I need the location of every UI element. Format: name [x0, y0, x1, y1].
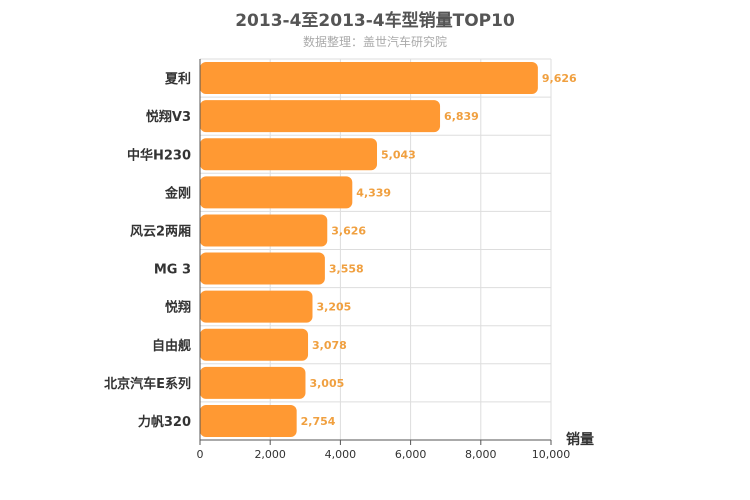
x-tick-label: 0 — [197, 448, 204, 461]
bar — [200, 328, 309, 361]
value-label: 2,754 — [301, 415, 336, 428]
value-label: 5,043 — [381, 148, 416, 161]
x-tick-label: 8,000 — [465, 448, 497, 461]
bar — [200, 214, 328, 247]
bar — [200, 366, 306, 399]
bar — [200, 100, 441, 133]
category-label: 悦翔 — [165, 300, 191, 316]
value-label: 9,626 — [542, 72, 577, 85]
bar — [200, 290, 313, 323]
value-label: 4,339 — [356, 186, 391, 199]
value-label: 3,558 — [329, 263, 364, 276]
x-tick-label: 10,000 — [532, 448, 571, 461]
bar — [200, 404, 297, 437]
category-label: MG 3 — [154, 263, 191, 278]
value-label: 6,839 — [444, 110, 479, 123]
category-label: 风云2两厢 — [130, 224, 191, 239]
x-tick-label: 4,000 — [325, 448, 357, 461]
bars: 9,626 6,839 5,043 4,339 3,626 3,558 3,205 3,078… — [200, 62, 577, 437]
value-label: 3,205 — [316, 301, 351, 314]
category-label: 金刚 — [164, 185, 191, 201]
category-label: 自由舰 — [152, 338, 191, 354]
category-label: 北京汽车E系列 — [104, 376, 191, 392]
x-axis-title: 销量 — [566, 431, 594, 448]
bar — [200, 62, 538, 95]
category-label: 力帆320 — [138, 414, 191, 430]
x-tick-label: 2,000 — [254, 448, 286, 461]
category-label: 中华H230 — [127, 147, 191, 163]
value-label: 3,005 — [309, 377, 344, 390]
chart-subtitle: 数据整理：盖世汽车研究院 — [302, 35, 447, 49]
value-label: 3,078 — [312, 339, 347, 352]
bar — [200, 176, 353, 209]
category-label: 悦翔V3 — [146, 109, 191, 125]
chart-title: 2013-4至2013-4车型销量TOP10 — [235, 11, 515, 31]
bar — [200, 252, 325, 285]
value-label: 3,626 — [331, 224, 366, 237]
bar — [200, 138, 378, 171]
category-label: 夏利 — [164, 71, 191, 87]
x-tick-label: 6,000 — [395, 448, 427, 461]
